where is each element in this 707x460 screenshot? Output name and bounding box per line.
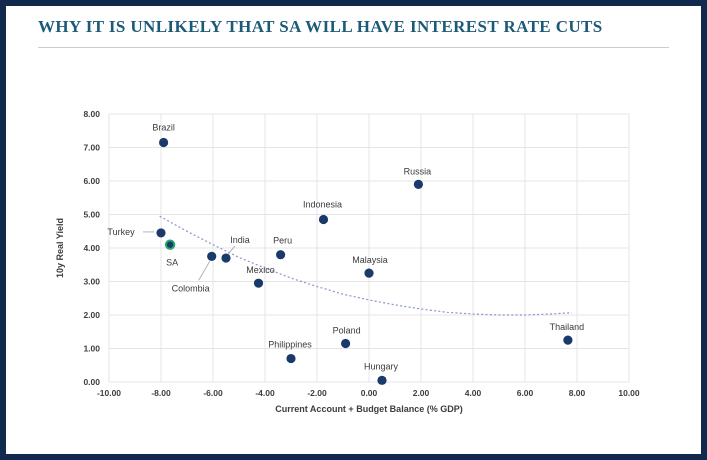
data-point-sa-highlighted [164,239,176,250]
data-point-russia [413,179,423,189]
plot-border [108,113,630,383]
data-point-turkey [156,228,166,238]
x-axis-title: Current Account + Budget Balance (% GDP) [275,404,462,414]
point-label-poland: Poland [333,325,361,335]
data-point-hungary [377,375,387,385]
data-point-colombia [207,251,217,261]
y-tick-label: 6.00 [83,176,100,186]
point-label-peru: Peru [273,236,292,246]
y-tick-label: 7.00 [83,143,100,153]
x-tick-label: 4.00 [465,388,482,398]
x-tick-label: -6.00 [203,388,223,398]
x-tick-label: 2.00 [413,388,430,398]
point-label-india: India [230,235,250,245]
point-label-hungary: Hungary [364,361,399,371]
point-label-brazil: Brazil [152,122,175,132]
x-tick-label: -10.00 [97,388,121,398]
y-tick-label: 2.00 [83,310,100,320]
data-point-philippines [286,353,296,364]
x-tick-label: 10.00 [618,388,640,398]
title-divider [38,47,669,48]
trendline [159,215,572,316]
point-label-mexico: Mexico [246,265,275,275]
y-tick-label: 5.00 [83,210,100,220]
y-tick-label: 0.00 [83,377,100,387]
point-label-colombia: Colombia [172,283,210,293]
y-tick-label: 3.00 [83,277,100,287]
data-point-malaysia [364,268,374,278]
point-label-philippines: Philippines [268,340,312,350]
point-label-sa: SA [166,258,178,268]
y-tick-label: 4.00 [83,243,100,253]
point-label-turkey: Turkey [107,227,135,237]
page-title: WHY IT IS UNLIKELY THAT SA WILL HAVE INT… [38,17,603,36]
point-label-thailand: Thailand [550,322,585,332]
y-axis-title: 10y Real Yield [55,218,65,278]
point-label-indonesia: Indonesia [303,200,342,210]
label-leader-line [227,245,236,255]
x-tick-label: 6.00 [517,388,534,398]
point-label-russia: Russia [404,166,432,176]
data-point-mexico [253,278,264,288]
x-tick-label: 8.00 [569,388,586,398]
x-tick-label: -2.00 [307,388,327,398]
data-point-poland [341,338,351,349]
x-tick-label: -4.00 [255,388,275,398]
y-tick-label: 1.00 [83,344,100,354]
point-label-malaysia: Malaysia [352,255,388,265]
y-tick-label: 8.00 [83,109,100,119]
scatter-chart: Brazil Turkey SA Colombia India Mexico Peru Ind… [55,109,640,414]
data-point-peru [276,250,286,260]
label-leader-line [198,261,211,281]
data-point-brazil [159,137,169,148]
data-point-thailand [563,335,573,345]
x-tick-label: 0.00 [361,388,378,398]
x-tick-label: -8.00 [151,388,171,398]
data-point-india [221,253,231,263]
data-point-indonesia [318,214,329,225]
